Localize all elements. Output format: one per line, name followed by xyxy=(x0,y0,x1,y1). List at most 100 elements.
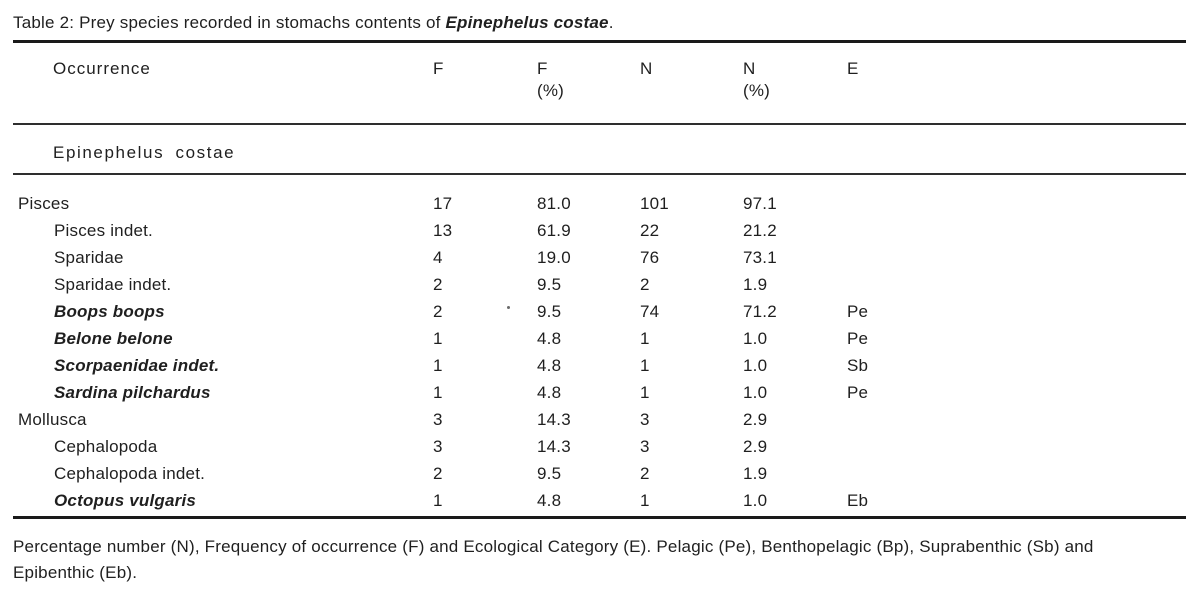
f-value-cell: 2 xyxy=(433,464,443,483)
n-pct-value-cell: 2.9 xyxy=(743,410,768,429)
f-pct-value-cell: 9.5 xyxy=(537,302,562,321)
n-pct-value-cell: 1.0 xyxy=(743,356,768,375)
footnote-line-2: Epibenthic (Eb). xyxy=(13,563,138,582)
prey-name-cell: Cephalopoda xyxy=(13,433,433,460)
header-n-pct-unit: (%) xyxy=(743,81,771,100)
table-header-row: Occurrence F F (%) N N (%) E xyxy=(13,43,1186,123)
table-row: Octopus vulgaris 1 4.8 1 1.0 Eb xyxy=(13,487,1186,514)
f-value-cell: 3 xyxy=(433,410,443,429)
n-pct-value-cell: 1.0 xyxy=(743,329,768,348)
scan-speck-artifact xyxy=(507,306,510,309)
e-category-cell: Eb xyxy=(847,491,869,510)
n-pct-value-cell: 21.2 xyxy=(743,221,777,240)
e-category-cell: Pe xyxy=(847,329,869,348)
table-row: Sparidae indet. 2 9.5 2 1.9 xyxy=(13,271,1186,298)
header-e: E xyxy=(847,58,1186,80)
f-pct-value-cell: 14.3 xyxy=(537,437,571,456)
prey-name-cell: Belone belone xyxy=(13,325,433,352)
prey-name: Sardina pilchardus xyxy=(54,383,211,402)
prey-name-cell: Mollusca xyxy=(13,406,433,433)
n-value-cell: 1 xyxy=(640,383,650,402)
table-body: Pisces 17 81.0 101 97.1 Pisces indet. 13… xyxy=(13,175,1186,516)
header-f-pct-label: F xyxy=(537,59,548,78)
prey-name-cell: Octopus vulgaris xyxy=(13,487,433,514)
n-pct-value-cell: 1.9 xyxy=(743,464,768,483)
n-value-cell: 3 xyxy=(640,437,650,456)
header-n-pct-label: N xyxy=(743,59,756,78)
f-pct-value-cell: 4.8 xyxy=(537,329,562,348)
e-category-cell: Sb xyxy=(847,356,869,375)
n-value-cell: 2 xyxy=(640,464,650,483)
subheader-bottom-rule xyxy=(13,173,1186,175)
prey-name: Cephalopoda xyxy=(54,437,158,456)
f-pct-value-cell: 81.0 xyxy=(537,194,571,213)
header-n-label: N xyxy=(640,59,653,78)
prey-name: Sparidae xyxy=(54,248,124,267)
table-subheader-row: Epinephelus costae xyxy=(13,125,1186,173)
prey-name-cell: Pisces xyxy=(13,190,433,217)
caption-period: . xyxy=(608,13,614,32)
f-value-cell: 1 xyxy=(433,491,443,510)
caption-species-name: Epinephelus costae xyxy=(445,13,609,32)
n-value-cell: 1 xyxy=(640,491,650,510)
f-pct-value-cell: 19.0 xyxy=(537,248,571,267)
n-pct-value-cell: 97.1 xyxy=(743,194,777,213)
header-f: F xyxy=(433,58,537,80)
subheader-species: Epinephelus costae xyxy=(53,143,236,162)
prey-name-cell: Scorpaenidae indet. xyxy=(13,352,433,379)
n-value-cell: 1 xyxy=(640,356,650,375)
table-row: Scorpaenidae indet. 1 4.8 1 1.0 Sb xyxy=(13,352,1186,379)
top-rule xyxy=(13,40,1186,43)
f-value-cell: 13 xyxy=(433,221,453,240)
n-value-cell: 2 xyxy=(640,275,650,294)
n-pct-value-cell: 1.0 xyxy=(743,383,768,402)
n-pct-value-cell: 1.9 xyxy=(743,275,768,294)
prey-name: Boops boops xyxy=(54,302,165,321)
f-pct-value-cell: 14.3 xyxy=(537,410,571,429)
f-value-cell: 17 xyxy=(433,194,453,213)
header-f-pct: F (%) xyxy=(537,58,640,102)
table-row: Mollusca 3 14.3 3 2.9 xyxy=(13,406,1186,433)
f-pct-value-cell: 61.9 xyxy=(537,221,571,240)
prey-name-cell: Pisces indet. xyxy=(13,217,433,244)
header-n: N xyxy=(640,58,743,80)
n-value-cell: 101 xyxy=(640,194,669,213)
prey-name: Belone belone xyxy=(54,329,173,348)
f-pct-value-cell: 9.5 xyxy=(537,464,562,483)
header-f-label: F xyxy=(433,59,444,78)
table-caption: Table 2: Prey species recorded in stomac… xyxy=(13,12,1186,34)
table-row: Sardina pilchardus 1 4.8 1 1.0 Pe xyxy=(13,379,1186,406)
header-bottom-rule xyxy=(13,123,1186,125)
prey-name: Pisces indet. xyxy=(54,221,153,240)
prey-name-cell: Boops boops xyxy=(13,298,433,325)
e-category-cell: Pe xyxy=(847,383,869,402)
n-value-cell: 3 xyxy=(640,410,650,429)
prey-name: Sparidae indet. xyxy=(54,275,172,294)
f-value-cell: 1 xyxy=(433,356,443,375)
footnote-line-1: Percentage number (N), Frequency of occu… xyxy=(13,537,1094,556)
caption-prefix: Table 2: Prey species recorded in stomac… xyxy=(13,13,446,32)
table-row: Cephalopoda indet. 2 9.5 2 1.9 xyxy=(13,460,1186,487)
table-row: Cephalopoda 3 14.3 3 2.9 xyxy=(13,433,1186,460)
f-pct-value-cell: 4.8 xyxy=(537,491,562,510)
table-footnote: Percentage number (N), Frequency of occu… xyxy=(13,534,1186,586)
header-f-pct-unit: (%) xyxy=(537,81,565,100)
f-value-cell: 2 xyxy=(433,275,443,294)
prey-name-cell: Sparidae xyxy=(13,244,433,271)
f-pct-value-cell: 4.8 xyxy=(537,383,562,402)
n-value-cell: 76 xyxy=(640,248,660,267)
n-pct-value-cell: 1.0 xyxy=(743,491,768,510)
n-pct-value-cell: 73.1 xyxy=(743,248,777,267)
header-occurrence: Occurrence xyxy=(13,58,433,80)
prey-name: Octopus vulgaris xyxy=(54,491,197,510)
table-row: Boops boops 2 9.5 74 71.2 Pe xyxy=(13,298,1186,325)
bottom-rule xyxy=(13,516,1186,519)
header-occurrence-label: Occurrence xyxy=(53,59,151,78)
n-value-cell: 22 xyxy=(640,221,660,240)
n-pct-value-cell: 2.9 xyxy=(743,437,768,456)
header-e-label: E xyxy=(847,59,859,78)
f-value-cell: 1 xyxy=(433,383,443,402)
table-row: Belone belone 1 4.8 1 1.0 Pe xyxy=(13,325,1186,352)
prey-name: Mollusca xyxy=(18,410,87,429)
